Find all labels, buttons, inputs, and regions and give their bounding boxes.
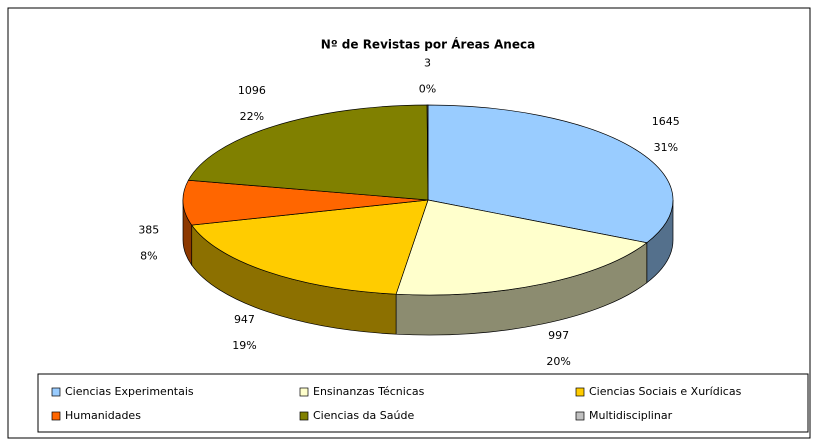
legend-swatch xyxy=(51,387,61,397)
slice xyxy=(191,199,429,295)
data-label: 947 xyxy=(234,313,255,326)
slice xyxy=(426,104,429,201)
legend-box xyxy=(37,373,809,433)
data-label: 997 xyxy=(548,329,569,342)
legend-label: Multidisciplinar xyxy=(589,409,673,422)
legend-swatch xyxy=(299,387,309,397)
percent-label: 20% xyxy=(546,355,570,368)
legend-label: Ensinanzas Técnicas xyxy=(313,385,425,398)
slice xyxy=(182,179,429,226)
slice xyxy=(187,104,429,201)
percent-label: 31% xyxy=(654,141,678,154)
percent-label: 19% xyxy=(232,339,256,352)
data-label: 1096 xyxy=(238,84,266,97)
legend-label: Ciencias Experimentais xyxy=(65,385,194,398)
legend-label: Humanidades xyxy=(65,409,141,422)
data-label: 1645 xyxy=(652,115,680,128)
legend-swatch xyxy=(299,411,309,421)
legend-label: Ciencias Sociais e Xurídicas xyxy=(589,385,742,398)
chart-title: Nº de Revistas por Áreas Aneca xyxy=(321,37,535,52)
percent-label: 22% xyxy=(240,110,264,123)
data-label: 3 xyxy=(424,57,431,70)
slice xyxy=(427,104,674,244)
data-label: 385 xyxy=(138,224,159,237)
percent-label: 0% xyxy=(419,83,436,96)
slice xyxy=(395,199,648,296)
legend-swatch xyxy=(575,387,585,397)
legend-label: Ciencias da Saúde xyxy=(313,409,414,422)
legend-swatch xyxy=(575,411,585,421)
percent-label: 8% xyxy=(140,250,157,263)
legend-swatch xyxy=(51,411,61,421)
